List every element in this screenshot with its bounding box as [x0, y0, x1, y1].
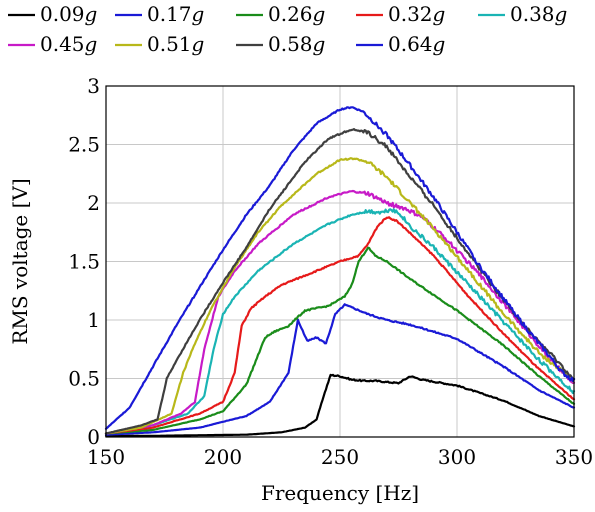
x-tick-label: 200	[204, 445, 242, 469]
legend-label: 0.09g	[40, 2, 97, 26]
legend-item-0.45g: 0.45g	[8, 32, 97, 56]
legend-item-0.58g: 0.58g	[236, 32, 325, 56]
series-layer	[104, 106, 576, 437]
legend-label: 0.45g	[40, 32, 97, 56]
y-tick-label: 3	[87, 74, 100, 98]
legend-item-0.51g: 0.51g	[115, 32, 204, 56]
legend-label: 0.58g	[268, 32, 325, 56]
legend-item-0.32g: 0.32g	[356, 2, 445, 26]
series-line-0.26g	[104, 246, 576, 435]
legend-label: 0.51g	[147, 32, 204, 56]
series-line-0.09g	[104, 373, 576, 437]
legend-item-0.26g: 0.26g	[236, 2, 325, 26]
legend-label: 0.32g	[388, 2, 445, 26]
x-tick-label: 350	[555, 445, 593, 469]
legend-label: 0.17g	[147, 2, 204, 26]
y-tick-label: 1	[87, 308, 100, 332]
legend-item-0.64g: 0.64g	[356, 32, 445, 56]
y-tick-label: 0.5	[68, 367, 100, 391]
x-axis-label: Frequency [Hz]	[261, 481, 419, 505]
y-axis-ticks: 0 0.5 1 1.5 2 2.5 3	[68, 74, 100, 449]
y-tick-label: 0	[87, 425, 100, 449]
x-axis-ticks: 150 200 250 300 350	[87, 445, 593, 469]
x-tick-label: 150	[87, 445, 125, 469]
series-line-0.38g	[104, 208, 576, 435]
y-tick-label: 2	[87, 191, 100, 215]
series-line-0.32g	[104, 216, 576, 435]
legend-item-0.09g: 0.09g	[8, 2, 97, 26]
plot-frame	[105, 85, 575, 438]
y-tick-label: 2.5	[68, 133, 100, 157]
x-tick-label: 250	[321, 445, 359, 469]
legend-item-0.17g: 0.17g	[115, 2, 204, 26]
y-tick-label: 1.5	[68, 250, 100, 274]
series-line-0.51g	[104, 157, 576, 435]
y-axis-label: RMS voltage [V]	[8, 178, 32, 344]
series-line-0.45g	[104, 189, 576, 435]
legend: 0.09g 0.17g 0.26g 0.32g 0.38g 0.45g 0.51g 0.58g…	[8, 2, 567, 56]
x-tick-label: 300	[438, 445, 476, 469]
legend-item-0.38g: 0.38g	[478, 2, 567, 26]
series-line-0.17g	[104, 303, 576, 436]
legend-label: 0.38g	[510, 2, 567, 26]
series-line-0.64g	[104, 106, 576, 430]
legend-label: 0.26g	[268, 2, 325, 26]
legend-label: 0.64g	[388, 32, 445, 56]
